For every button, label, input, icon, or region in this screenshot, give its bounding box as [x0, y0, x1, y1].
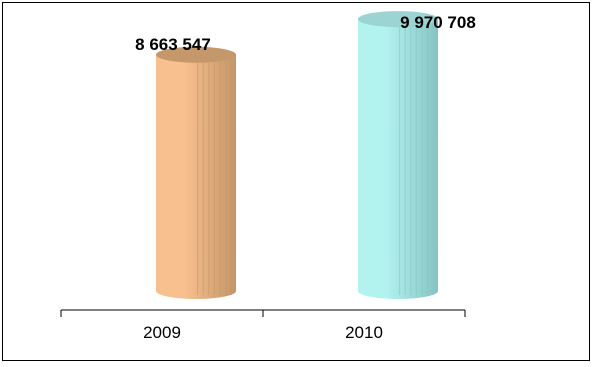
chart-frame: 2009 2010 8 663 547 9 970 708 — [2, 2, 590, 361]
x-tick-label-2009: 2009 — [143, 323, 181, 342]
data-label-2010: 9 970 708 — [400, 13, 476, 32]
bar-2010 — [358, 11, 438, 300]
bars-layer — [156, 11, 438, 300]
bar-body — [358, 19, 438, 300]
x-tick-label-2010: 2010 — [345, 323, 383, 342]
bar-chart: 2009 2010 8 663 547 9 970 708 — [60, 11, 476, 342]
bar-body — [156, 54, 236, 299]
bar-top — [156, 46, 236, 63]
bar-2009 — [156, 46, 236, 299]
data-label-2009: 8 663 547 — [135, 35, 211, 54]
bar-top — [358, 11, 438, 28]
